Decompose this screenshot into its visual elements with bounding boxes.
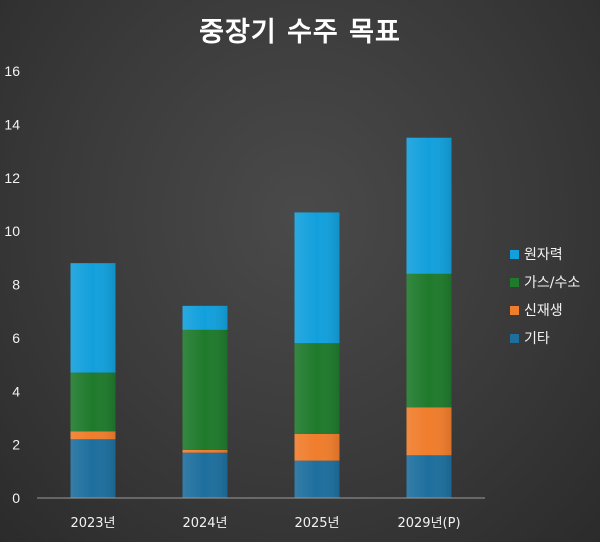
bar-segment-sheen: [406, 455, 452, 498]
bar-segment-sheen: [70, 431, 116, 440]
legend-swatch: [510, 334, 519, 343]
bar-segment-sheen: [182, 329, 228, 450]
y-tick-label: 8: [12, 277, 20, 293]
x-category-label: 2025년: [294, 516, 339, 531]
y-tick-label: 0: [12, 490, 20, 506]
bar-segment-sheen: [294, 343, 340, 434]
bar-segment-sheen: [182, 305, 228, 330]
bar-segment-sheen: [182, 452, 228, 498]
legend-label: 원자력: [524, 247, 563, 263]
legend-label: 기타: [524, 331, 550, 347]
bar-segment-sheen: [294, 433, 340, 461]
bar-segment-sheen: [70, 439, 116, 498]
x-category-label: 2024년: [182, 516, 227, 531]
bar-segment-sheen: [406, 407, 452, 456]
y-tick-label: 4: [12, 383, 20, 399]
y-tick-label: 10: [4, 223, 20, 239]
bar-segment-sheen: [182, 449, 228, 453]
bar-segment-sheen: [406, 273, 452, 408]
bar-segment-sheen: [70, 263, 116, 373]
legend-swatch: [510, 278, 519, 287]
bar-segment-sheen: [70, 372, 116, 432]
y-axis: 0 2 4 6 8 10 12 14 16: [4, 63, 20, 506]
x-axis-labels: 2023년 2024년 2025년 2029년(P): [70, 516, 460, 531]
chart-title: 중장기 수주 목표: [199, 17, 401, 48]
legend-swatch: [510, 306, 519, 315]
y-tick-label: 12: [4, 170, 20, 186]
legend-label: 가스/수소: [524, 275, 580, 291]
bars: [70, 137, 452, 498]
y-tick-label: 6: [12, 330, 20, 346]
y-tick-label: 14: [4, 116, 20, 132]
legend-label: 신재생: [524, 303, 563, 319]
bar-segment-sheen: [294, 460, 340, 498]
bar-segment-sheen: [406, 137, 452, 274]
y-tick-label: 2: [12, 437, 20, 453]
x-category-label: 2023년: [70, 516, 115, 531]
x-category-label: 2029년(P): [397, 516, 460, 531]
legend-swatch: [510, 250, 519, 259]
bar-segment-sheen: [294, 212, 340, 344]
y-tick-label: 16: [4, 63, 20, 79]
